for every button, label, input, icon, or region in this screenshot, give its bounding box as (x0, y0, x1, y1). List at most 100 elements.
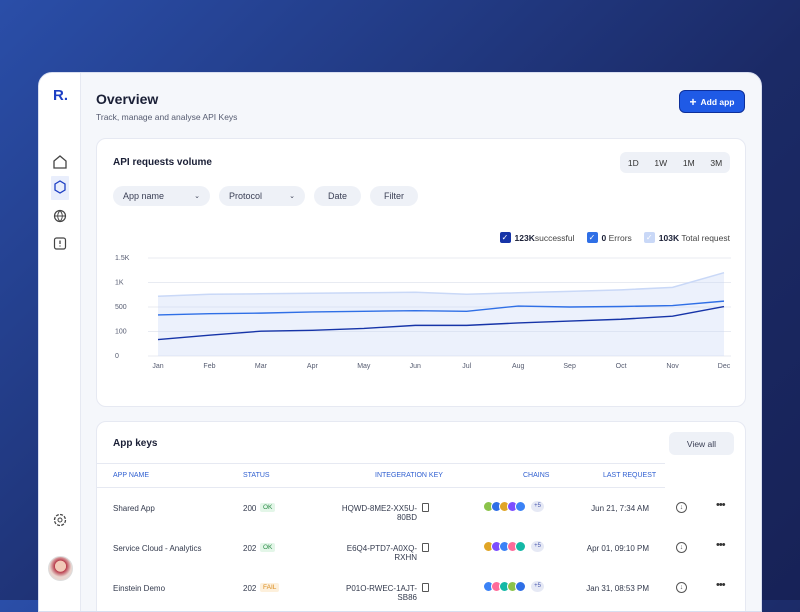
filter[interactable]: Date (314, 186, 362, 206)
settings-icon[interactable] (51, 511, 69, 529)
y-tick-label: 0 (115, 353, 119, 360)
x-tick-label: Dec (718, 363, 731, 370)
page-title: Overview (96, 91, 159, 107)
more-menu[interactable]: ••• (716, 499, 726, 511)
copy-icon[interactable] (422, 503, 429, 512)
chevron: ⌄ (194, 193, 200, 200)
x-tick-label: Apr (307, 363, 319, 370)
volume-card: API requests volume 1D 1W 1M 3M App name ⌄ Pr… (96, 138, 746, 407)
status-badge: FAIL (260, 583, 280, 592)
chain-more: +5 (531, 501, 544, 512)
copy-icon[interactable] (422, 543, 429, 552)
card-title: App keys (113, 438, 158, 449)
add-app-button[interactable]: + Add app (679, 90, 745, 113)
column-header: LAST REQUEST (603, 472, 657, 479)
copy-icon[interactable] (422, 583, 429, 592)
chain-more: +5 (531, 541, 544, 552)
chain-icon (515, 581, 526, 592)
legend-text: 123Ksuccessful (515, 233, 575, 243)
filter[interactable]: App name ⌄ (113, 186, 210, 206)
card-title: API requests volume (113, 157, 212, 168)
legend-total: 123K (514, 232, 535, 243)
column-header: CHAINS (523, 472, 550, 479)
chart: 0 100 500 1K 1.5K Jan Feb Mar Apr May Jun Jul Aug Sep… (115, 255, 731, 370)
legend-checkbox: ✓ (643, 232, 655, 243)
x-tick-label: Nov (666, 363, 679, 370)
integration-key: HQWD-8ME2-XX5U-80BD (341, 504, 417, 522)
chevron: ⌄ (289, 193, 295, 200)
legend-total: 0 (601, 232, 607, 243)
chain-icon (515, 541, 526, 552)
app-name: Service Cloud - Analytics (113, 544, 202, 553)
download-icon[interactable]: ↓ (676, 542, 687, 553)
page-subtitle: Track, manage and analyse API Keys (96, 112, 238, 122)
filter-label: Protocol (229, 191, 263, 201)
app-name: Einstein Demo (113, 584, 166, 593)
column-header: APP NAME (113, 472, 150, 479)
add-app-label: Add app (700, 96, 735, 107)
window: R. Overview Track, manage and analyse AP… (38, 72, 762, 612)
x-tick-label: Aug (512, 363, 525, 370)
legend-item[interactable]: ✓ 103K Total request (643, 232, 730, 243)
legend-checkbox: ✓ (586, 232, 598, 243)
status-badge: OK (260, 543, 276, 552)
y-tick-label: 500 (115, 304, 127, 311)
filter[interactable]: Protocol ⌄ (219, 186, 305, 206)
sidebar: R. (39, 73, 81, 611)
range-tabs: 1D 1W 1M 3M (620, 152, 730, 173)
more-menu[interactable]: ••• (716, 579, 726, 591)
legend-text: 103K Total request (659, 233, 730, 243)
y-tick-label: 1.5K (115, 255, 130, 262)
range-tab[interactable]: 3M (710, 157, 723, 168)
column-header: INTEGERATION KEY (375, 472, 443, 479)
x-tick-label: Jun (410, 363, 421, 370)
more-menu[interactable]: ••• (716, 539, 726, 551)
logo: R. (53, 87, 68, 104)
area (158, 272, 724, 356)
last-request: Jan 31, 08:53 PM (586, 584, 649, 593)
y-tick-label: 100 (115, 328, 127, 335)
filter[interactable]: Filter (370, 186, 419, 206)
view-all-button[interactable]: View all (669, 432, 734, 455)
legend-checkbox: ✓ (499, 232, 511, 243)
chain-more: +5 (531, 581, 544, 592)
range-tab[interactable]: 1M (682, 157, 695, 168)
x-tick-label: Mar (255, 363, 268, 370)
divider (97, 487, 665, 488)
legend-name: successful (534, 232, 575, 243)
app-name: Shared App (113, 504, 155, 513)
legend-name: Total request (681, 232, 730, 243)
range-tab[interactable]: 1W (654, 157, 668, 168)
x-tick-label: Oct (616, 363, 627, 370)
line (157, 271, 725, 297)
line (157, 300, 725, 316)
legend: ✓ 123Ksuccessful ✓ 0 Errors ✓ 103K Total requ… (499, 232, 730, 243)
legend-total: 103K (658, 232, 680, 243)
plus-icon: + (689, 94, 697, 109)
download-icon[interactable]: ↓ (676, 502, 687, 513)
download-icon[interactable]: ↓ (676, 582, 687, 593)
status-code: 200 (243, 504, 257, 513)
nav-icons[interactable] (51, 153, 69, 343)
filter-label: Date (328, 191, 348, 201)
status-code: 202 (243, 584, 257, 593)
column-header: STATUS (243, 472, 270, 479)
filter-label: Filter (384, 191, 405, 201)
legend-item[interactable]: ✓ 0 Errors (586, 232, 632, 243)
legend-text: 0 Errors (602, 233, 632, 243)
keys-card: App keys View all APP NAME STATUS INTEGERA… (96, 421, 746, 611)
divider (97, 463, 665, 464)
integration-key: E6Q4-PTD7-A0XQ-RXHN (346, 544, 417, 562)
last-request: Apr 01, 09:10 PM (586, 544, 649, 553)
avatar[interactable] (48, 556, 73, 581)
x-tick-label: May (357, 363, 371, 370)
range-tab[interactable]: 1D (627, 157, 639, 168)
y-tick-label: 1K (115, 279, 124, 286)
status-badge: OK (260, 503, 276, 512)
line (157, 305, 725, 341)
filter-label: App name (123, 191, 165, 201)
legend-item[interactable]: ✓ 123Ksuccessful (499, 232, 575, 243)
status-code: 202 (243, 544, 257, 553)
filters: App name ⌄ Protocol ⌄ Date Filter (113, 186, 419, 206)
